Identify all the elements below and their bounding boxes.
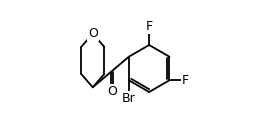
Text: F: F — [146, 20, 153, 33]
Text: O: O — [88, 27, 98, 40]
Text: O: O — [107, 85, 117, 98]
Text: Br: Br — [122, 92, 136, 105]
Text: F: F — [182, 74, 189, 87]
